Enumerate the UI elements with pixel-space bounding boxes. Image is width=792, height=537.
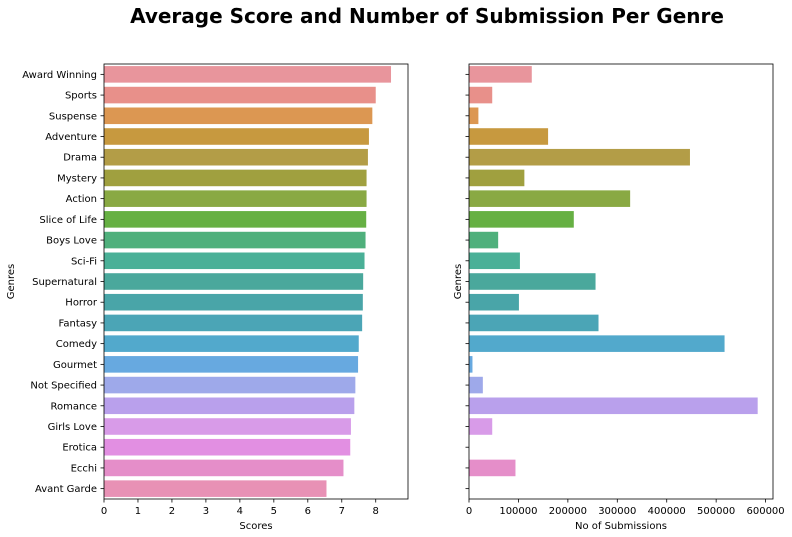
submissions-x-axis-label: No of Submissions	[575, 521, 667, 532]
submissions-x-tick-label: 600000	[746, 506, 784, 517]
submissions-bar	[469, 66, 532, 83]
genre-tick-label: Drama	[63, 153, 97, 164]
genre-tick-label: Avant Garde	[35, 484, 97, 495]
score-bar	[104, 376, 356, 394]
score-bar	[104, 128, 369, 145]
submissions-bar	[469, 273, 596, 290]
submissions-x-tick-label: 500000	[697, 506, 735, 517]
submissions-x-tick-label: 200000	[549, 506, 587, 517]
score-bar	[104, 211, 367, 228]
score-bar	[104, 438, 351, 456]
genre-tick-label: Fantasy	[59, 318, 98, 329]
genre-tick-label: Sports	[65, 91, 97, 102]
score-bar	[104, 356, 359, 373]
genre-tick-label: Sci-Fi	[71, 256, 97, 267]
genre-tick-label: Not Specified	[30, 381, 97, 392]
genre-tick-label: Slice of Life	[39, 215, 97, 226]
score-x-tick-label: 7	[339, 506, 345, 517]
submissions-bar	[469, 148, 690, 166]
score-bar	[104, 459, 344, 477]
submissions-bar	[469, 211, 574, 228]
score-x-tick-label: 2	[169, 506, 175, 517]
genre-tick-label: Boys Love	[46, 236, 97, 247]
score-panel: Award Winning Sports Suspense Adventure Dram…	[6, 63, 409, 532]
submissions-x-tick-label: 400000	[648, 506, 686, 517]
score-x-axis-label: Scores	[239, 521, 272, 532]
submissions-bar	[469, 86, 493, 104]
submissions-x-tick-label: 300000	[598, 506, 636, 517]
submissions-bar	[469, 128, 549, 145]
score-bar	[104, 314, 363, 332]
score-bar	[104, 86, 376, 104]
score-bar	[104, 293, 363, 311]
submissions-bar	[469, 107, 479, 125]
score-x-tick-label: 0	[101, 506, 107, 517]
submissions-x-tick-label: 0	[466, 506, 472, 517]
submissions-bar	[469, 190, 631, 207]
submissions-bar	[469, 293, 519, 311]
score-x-tick-label: 5	[271, 506, 277, 517]
genre-tick-label: Horror	[65, 298, 98, 309]
score-x-tick-label: 8	[373, 506, 379, 517]
submissions-bar	[469, 397, 758, 415]
score-x-tick-label: 4	[237, 506, 243, 517]
genre-tick-label: Action	[66, 194, 97, 205]
submissions-bar	[469, 252, 520, 270]
score-bar	[104, 66, 392, 83]
score-bar	[104, 148, 368, 166]
score-bar	[104, 418, 351, 435]
submissions-y-axis-label: Genres	[453, 264, 464, 300]
genre-tick-label: Comedy	[56, 339, 97, 350]
score-bar	[104, 190, 367, 207]
score-x-tick-label: 1	[135, 506, 141, 517]
chart-suptitle: Average Score and Number of Submission P…	[130, 4, 724, 28]
submissions-bar	[469, 459, 516, 477]
submissions-bar	[469, 314, 599, 332]
score-bar	[104, 335, 359, 352]
genre-tick-label: Mystery	[57, 173, 97, 184]
score-x-tick-label: 6	[305, 506, 311, 517]
score-y-axis-label: Genres	[6, 264, 17, 300]
genre-tick-label: Supernatural	[32, 277, 97, 288]
score-bar	[104, 231, 366, 249]
genre-tick-label: Romance	[51, 401, 97, 412]
genre-tick-label: Girls Love	[48, 422, 97, 433]
submissions-bar	[469, 169, 525, 187]
submissions-bar	[469, 231, 499, 249]
score-bar	[104, 397, 355, 415]
score-bar	[104, 273, 364, 290]
submissions-x-tick-label: 100000	[499, 506, 537, 517]
score-bar	[104, 107, 373, 125]
submissions-bar	[469, 356, 473, 373]
score-bar	[104, 169, 367, 187]
genre-tick-label: Gourmet	[53, 360, 97, 371]
submissions-bar	[469, 335, 725, 352]
submissions-panel: 0 100000 200000 300000 400000 500000 600000 No …	[453, 63, 785, 532]
genre-tick-label: Ecchi	[71, 463, 97, 474]
genre-tick-label: Suspense	[49, 111, 97, 122]
submissions-bar	[469, 376, 483, 394]
score-x-tick-label: 3	[203, 506, 209, 517]
submissions-bar	[469, 418, 493, 435]
genre-tick-label: Adventure	[45, 132, 97, 143]
score-bar	[104, 480, 327, 497]
genre-tick-label: Award Winning	[22, 70, 97, 81]
score-bar	[104, 252, 365, 270]
genre-tick-label: Erotica	[62, 443, 97, 454]
